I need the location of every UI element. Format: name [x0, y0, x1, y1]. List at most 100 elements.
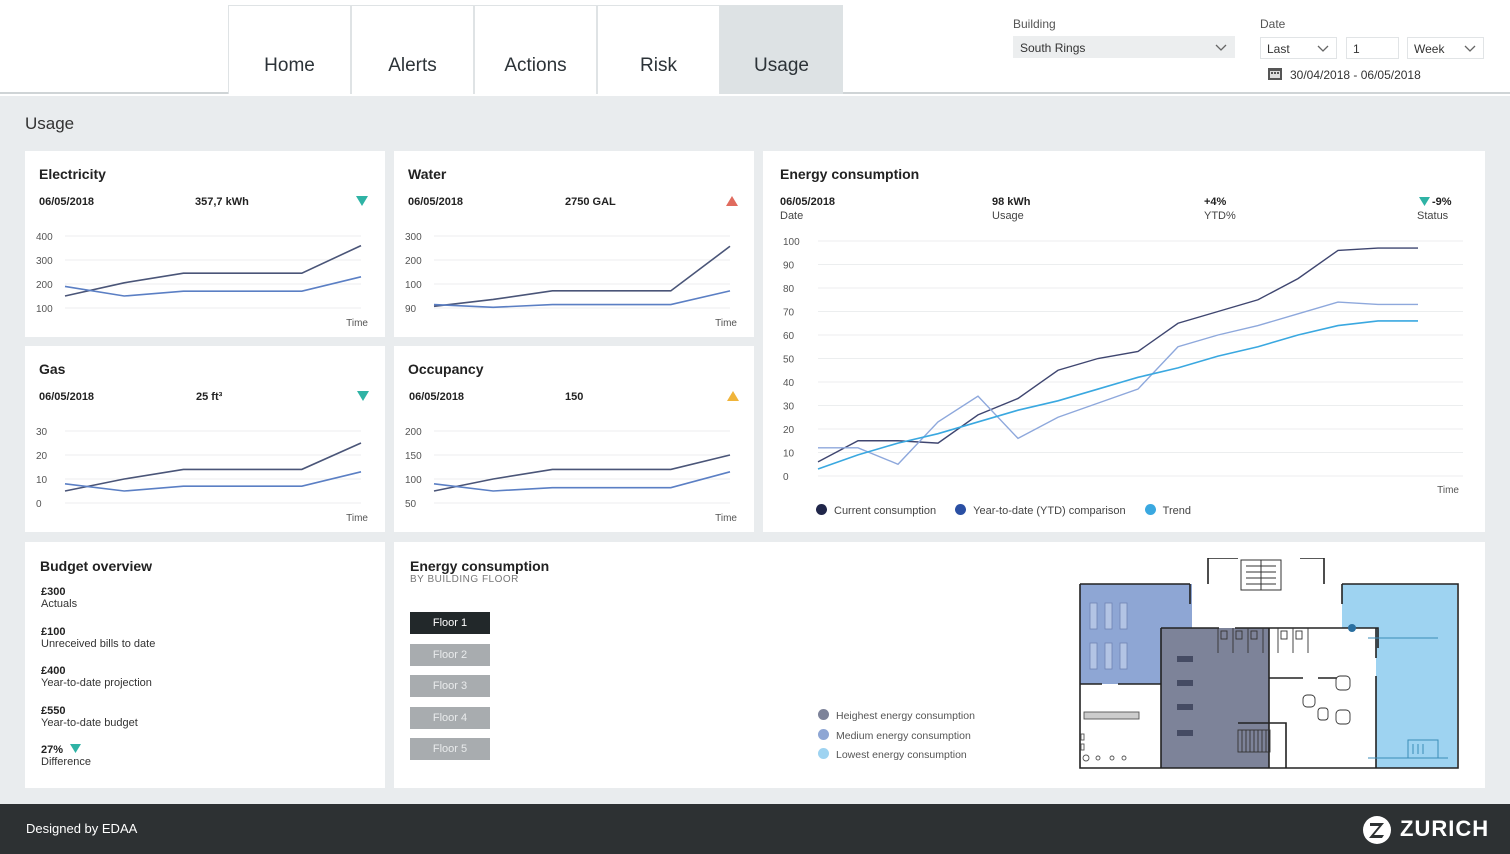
- energy-status-value: -9%: [1432, 196, 1452, 208]
- budget-label: Unreceived bills to date: [41, 638, 156, 650]
- x-axis-label: Time: [715, 513, 737, 524]
- card-title: Gas: [39, 361, 66, 377]
- legend-item: Lowest energy consumption: [818, 746, 975, 766]
- x-axis-label: Time: [1437, 485, 1459, 496]
- floor-1-button[interactable]: Floor 1: [410, 612, 490, 634]
- chart-legend: Current consumption Year-to-date (YTD) c…: [816, 504, 1191, 517]
- card-value: 2750 GAL: [565, 196, 616, 208]
- trend-down-icon: [356, 196, 368, 206]
- tab-actions[interactable]: Actions: [474, 5, 597, 94]
- budget-value: £550: [41, 705, 66, 717]
- count-input[interactable]: 1: [1346, 37, 1399, 59]
- chevron-down-icon: [1464, 45, 1476, 52]
- budget-value: 27%: [41, 744, 91, 756]
- page-title: Usage: [25, 114, 75, 133]
- legend-item: Medium energy consumption: [818, 727, 975, 747]
- energy-date-label: Date: [780, 210, 804, 222]
- energy-ytd-value: +4%: [1204, 196, 1227, 208]
- tab-risk[interactable]: Risk: [597, 5, 720, 94]
- card-value: 150: [565, 391, 584, 403]
- budget-item: £100 Unreceived bills to date: [41, 626, 155, 650]
- legend-item: Current consumption: [816, 504, 937, 517]
- series-line: [64, 471, 362, 492]
- footer-credit: Designed by EDAA: [26, 821, 138, 836]
- x-axis-label: Time: [346, 318, 368, 329]
- legend-label: Current consumption: [834, 505, 937, 517]
- trend-down-icon: [70, 744, 82, 753]
- trend-down-icon: [357, 391, 369, 401]
- series-line: [433, 290, 731, 309]
- trend-up-icon: [726, 196, 738, 206]
- series-line: [64, 244, 362, 297]
- y-tick-label: 60: [783, 331, 795, 342]
- floor-2-button[interactable]: Floor 2: [410, 644, 490, 666]
- building-label: Building: [1013, 17, 1056, 31]
- budget-overview-card: Budget overview £300 Actuals £100 Unreceiv…: [25, 542, 385, 788]
- y-tick-label: 200: [405, 256, 422, 267]
- x-axis-label: Time: [346, 513, 368, 524]
- y-tick-label: 40: [783, 378, 795, 389]
- card-title: Energy consumption: [410, 558, 550, 574]
- budget-item: £300 Actuals: [41, 586, 77, 610]
- legend-item: Year-to-date (YTD) comparison: [955, 504, 1126, 517]
- card-date: 06/05/2018: [39, 196, 95, 208]
- period-select[interactable]: Last: [1260, 37, 1337, 59]
- legend-dot: [818, 748, 829, 759]
- y-tick-label: 300: [405, 232, 422, 243]
- series-line: [817, 247, 1418, 463]
- y-tick-label: 50: [405, 499, 417, 510]
- budget-value: £100: [41, 626, 66, 638]
- building-select[interactable]: South Rings: [1013, 36, 1235, 58]
- series-line: [64, 276, 362, 297]
- y-tick-label: 90: [783, 261, 795, 272]
- floor-plan[interactable]: [1078, 558, 1460, 772]
- calendar-icon[interactable]: [1268, 67, 1282, 80]
- electricity-card: Electricity 06/05/2018 357,7 kWh 400 300 2…: [25, 151, 385, 337]
- y-tick-label: 100: [36, 304, 53, 315]
- tab-alerts[interactable]: Alerts: [351, 5, 474, 94]
- card-title: Water: [408, 166, 447, 182]
- electricity-chart: 400 300 200 100 Time: [36, 232, 368, 329]
- x-axis-label: Time: [715, 318, 737, 329]
- card-subtitle: BY BUILDING FLOOR: [410, 574, 519, 585]
- legend-item: Heighest energy consumption: [818, 707, 975, 727]
- card-date: 06/05/2018: [39, 391, 95, 403]
- budget-item: £400 Year-to-date projection: [41, 665, 152, 689]
- energy-usage-value: 98 kWh: [992, 196, 1031, 208]
- legend-label: Lowest energy consumption: [836, 749, 967, 761]
- footer: Designed by EDAA ZURICH: [0, 804, 1510, 854]
- card-date: 06/05/2018: [408, 196, 464, 208]
- legend-label: Year-to-date (YTD) comparison: [973, 505, 1126, 517]
- date-range-text: 30/04/2018 - 06/05/2018: [1290, 68, 1421, 82]
- y-tick-label: 80: [783, 284, 795, 295]
- zurich-logo-icon[interactable]: [1362, 815, 1392, 845]
- y-tick-label: 90: [405, 304, 417, 315]
- card-title: Budget overview: [40, 558, 153, 574]
- floor-5-button[interactable]: Floor 5: [410, 738, 490, 760]
- tab-home[interactable]: Home: [228, 5, 351, 94]
- unit-select[interactable]: Week: [1407, 37, 1484, 59]
- series-line: [817, 320, 1418, 470]
- series-line: [818, 301, 1418, 466]
- floor-4-button[interactable]: Floor 4: [410, 707, 490, 729]
- zone-highest-consumption[interactable]: [1161, 628, 1269, 768]
- card-title: Electricity: [39, 166, 106, 182]
- chevron-down-icon: [1317, 45, 1329, 52]
- series-line: [433, 454, 731, 492]
- budget-item: £550 Year-to-date budget: [41, 705, 138, 729]
- legend-label: Medium energy consumption: [836, 729, 971, 742]
- gas-chart: 30 20 10 0 Time: [36, 427, 368, 524]
- y-tick-label: 10: [36, 475, 48, 486]
- y-tick-label: 30: [36, 427, 48, 438]
- occupancy-card: Occupancy 06/05/2018 150 200 150 100 50 Time: [394, 346, 754, 532]
- tab-usage[interactable]: Usage: [720, 5, 843, 94]
- water-chart: 300 200 100 90 Time: [405, 232, 737, 329]
- floor-3-button[interactable]: Floor 3: [410, 675, 490, 697]
- card-value: 25 ft³: [196, 391, 223, 403]
- y-tick-label: 100: [405, 475, 422, 486]
- y-tick-label: 400: [36, 232, 53, 243]
- energy-consumption-card: Energy consumption 06/05/2018 Date 98 kW…: [763, 151, 1485, 532]
- trend-down-icon: [1419, 197, 1430, 206]
- energy-consumption-chart: 0 10 20 30 40 50 60 70 80 90 100 Time: [783, 237, 1463, 496]
- budget-item: 27% Difference: [41, 744, 91, 768]
